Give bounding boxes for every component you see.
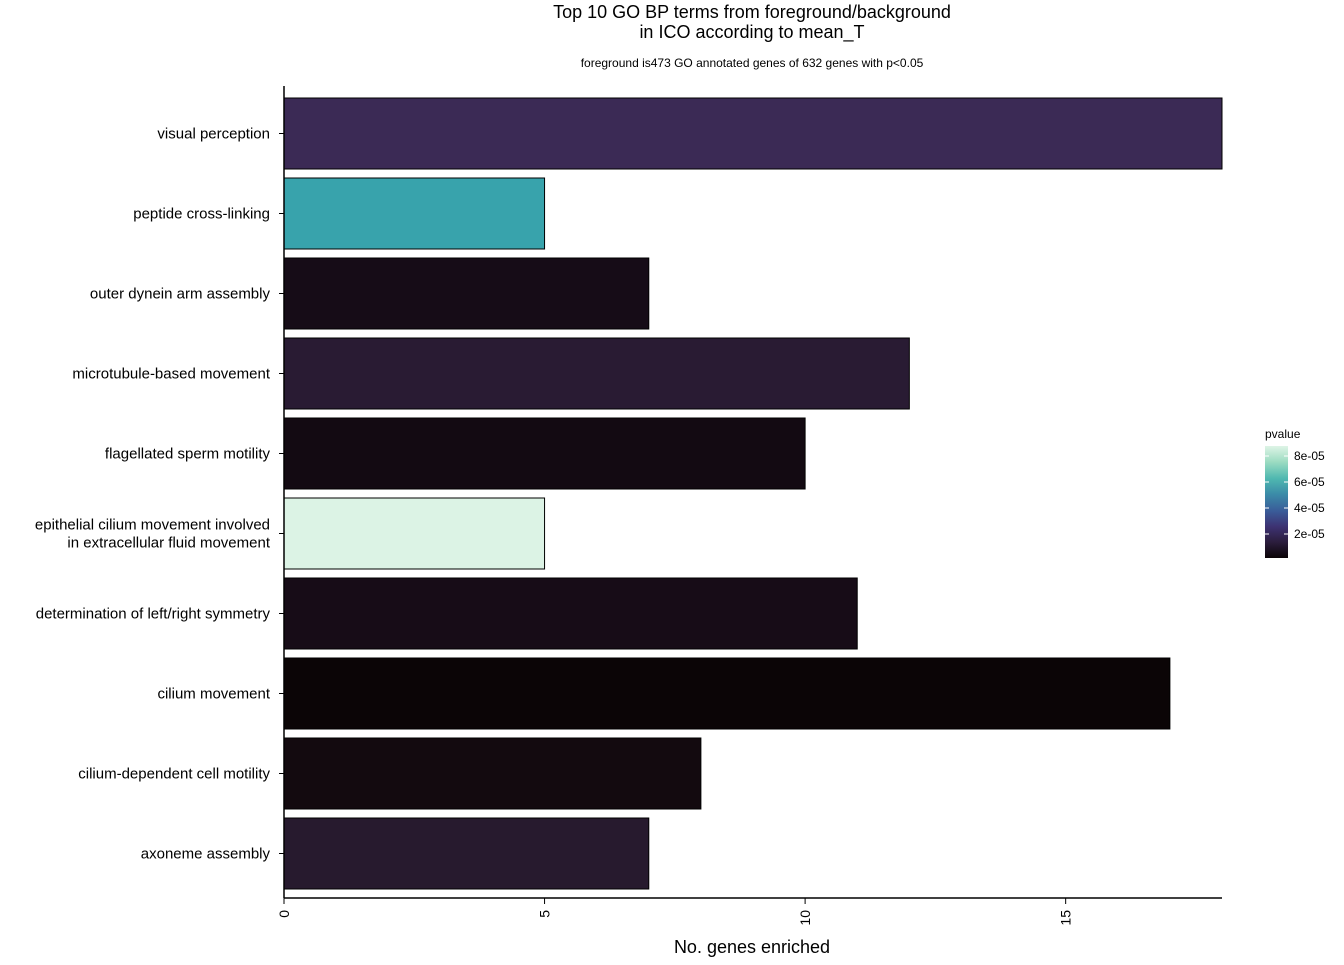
y-tick-label: flagellated sperm motility xyxy=(105,446,271,463)
legend: pvalue 8e-05 6e-05 4e-05 2e-05 xyxy=(1265,427,1325,558)
x-tick-label: 10 xyxy=(797,910,813,926)
y-tick-label: peptide cross-linking xyxy=(133,206,270,223)
x-axis-title: No. genes enriched xyxy=(674,937,830,957)
y-tick-label: axoneme assembly xyxy=(141,846,271,863)
bar xyxy=(283,577,858,650)
bar xyxy=(283,497,546,570)
y-tick-label: in extracellular fluid movement xyxy=(67,535,270,552)
y-tick-label: cilium-dependent cell motility xyxy=(78,766,270,783)
y-tick-label: outer dynein arm assembly xyxy=(90,286,271,303)
chart-title-line2: in ICO according to mean_T xyxy=(639,22,864,43)
y-tick-label: cilium movement xyxy=(157,686,270,703)
x-tick-label: 5 xyxy=(537,910,553,918)
chart-title-line1: Top 10 GO BP terms from foreground/backg… xyxy=(553,2,951,22)
bar xyxy=(283,177,546,250)
legend-title: pvalue xyxy=(1265,427,1301,441)
bar xyxy=(283,417,806,490)
bar xyxy=(283,97,1223,170)
bar xyxy=(283,657,1171,730)
x-tick-label: 0 xyxy=(276,910,292,918)
y-tick-label: epithelial cilium movement involved xyxy=(35,517,270,534)
bars-group xyxy=(283,97,1223,890)
legend-tick-label: 6e-05 xyxy=(1294,475,1325,489)
y-tick-label: determination of left/right symmetry xyxy=(36,606,271,623)
bar xyxy=(283,337,910,410)
x-ticks: 0 5 10 15 xyxy=(276,898,1074,926)
x-tick-label: 15 xyxy=(1058,910,1074,926)
legend-tick-label: 2e-05 xyxy=(1294,527,1325,541)
legend-tick-label: 4e-05 xyxy=(1294,501,1325,515)
bar xyxy=(283,257,650,330)
legend-colorbar xyxy=(1265,446,1288,558)
legend-tick-label: 8e-05 xyxy=(1294,449,1325,463)
bar xyxy=(283,737,702,810)
bar xyxy=(283,817,650,890)
y-tick-label: microtubule-based movement xyxy=(72,366,270,383)
y-tick-label: visual perception xyxy=(157,126,270,143)
y-tick-labels: visual perception peptide cross-linking ou… xyxy=(35,126,284,863)
chart-subtitle: foreground is473 GO annotated genes of 6… xyxy=(581,56,924,70)
